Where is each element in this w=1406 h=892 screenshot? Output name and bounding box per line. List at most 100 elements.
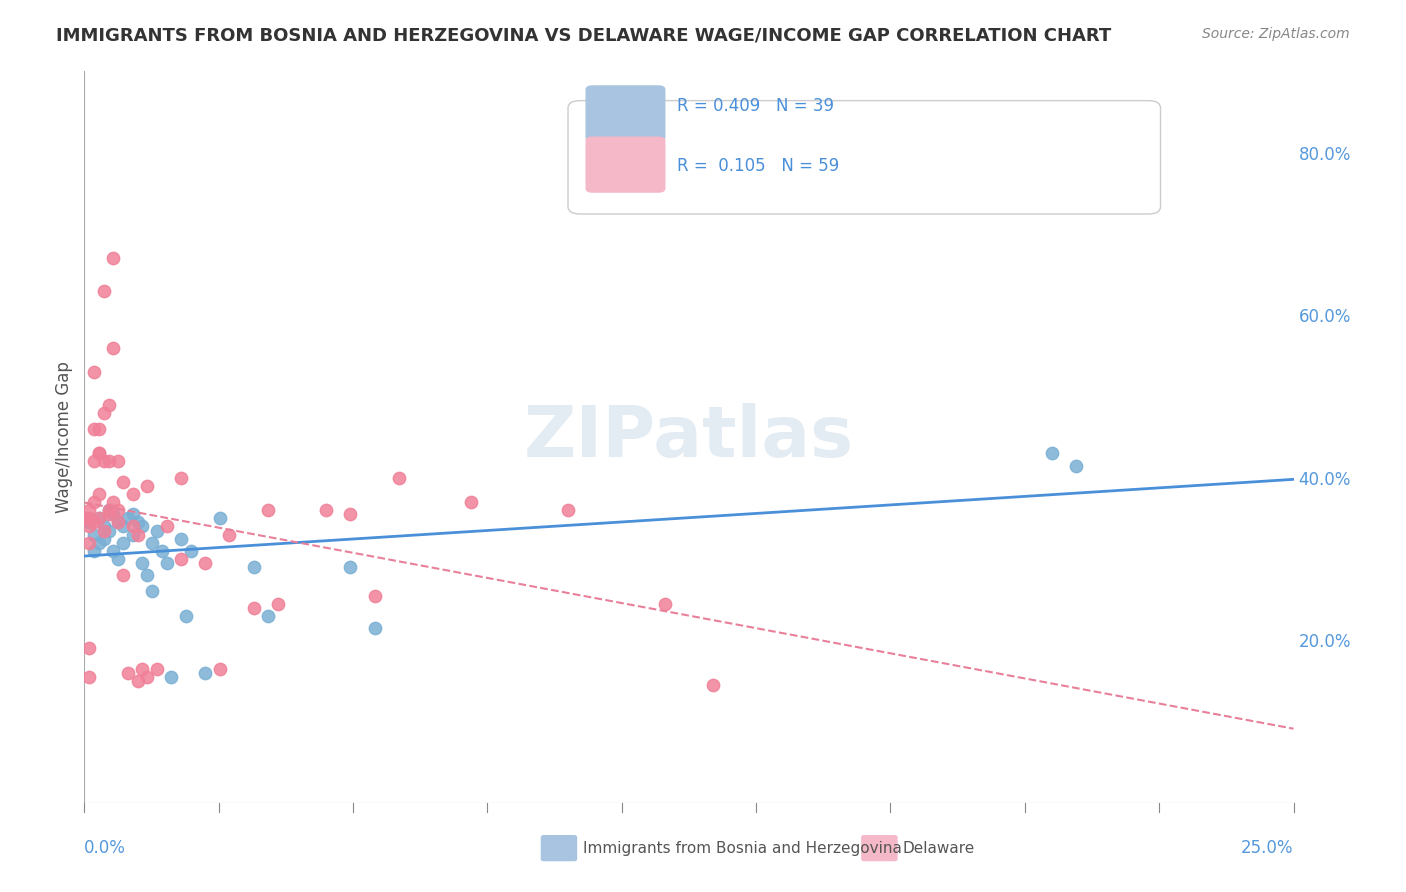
FancyBboxPatch shape: [541, 836, 576, 861]
Point: [180, 544, 202, 558]
Point: [170, 532, 193, 546]
Point: [83, 422, 105, 436]
Point: [257, 503, 280, 517]
FancyBboxPatch shape: [568, 101, 1160, 214]
Point: [121, 508, 143, 522]
Point: [83, 495, 105, 509]
Point: [83, 516, 105, 530]
Point: [146, 524, 169, 538]
Text: Delaware: Delaware: [903, 840, 976, 855]
Point: [242, 560, 264, 574]
Point: [702, 678, 724, 692]
Point: [339, 560, 361, 574]
Point: [141, 535, 163, 549]
Point: [112, 568, 135, 582]
Point: [77, 535, 100, 549]
Point: [121, 527, 143, 541]
Point: [83, 527, 105, 541]
Point: [194, 665, 217, 680]
Point: [77, 503, 100, 517]
Point: [93, 524, 115, 538]
Point: [363, 621, 385, 635]
Point: [87, 511, 110, 525]
Point: [1064, 458, 1087, 473]
Point: [242, 600, 264, 615]
Point: [1040, 446, 1063, 460]
Point: [93, 519, 115, 533]
Point: [97, 508, 120, 522]
Point: [93, 532, 115, 546]
Point: [141, 584, 163, 599]
Point: [97, 454, 120, 468]
FancyBboxPatch shape: [586, 86, 665, 141]
Point: [83, 365, 105, 379]
Point: [87, 446, 110, 460]
Point: [97, 524, 120, 538]
Point: [127, 527, 149, 541]
Point: [77, 519, 100, 533]
Point: [557, 503, 579, 517]
Text: R = 0.409   N = 39: R = 0.409 N = 39: [676, 96, 834, 115]
Point: [93, 284, 115, 298]
Point: [97, 503, 120, 517]
Point: [117, 511, 139, 525]
Point: [87, 535, 110, 549]
Y-axis label: Wage/Income Gap: Wage/Income Gap: [55, 361, 73, 513]
Point: [136, 568, 159, 582]
Point: [103, 544, 125, 558]
Point: [267, 597, 290, 611]
Point: [339, 508, 361, 522]
Point: [218, 527, 240, 541]
Point: [315, 503, 337, 517]
Point: [160, 670, 183, 684]
Point: [77, 641, 100, 656]
Point: [97, 503, 120, 517]
Point: [103, 508, 125, 522]
Point: [112, 519, 135, 533]
Text: R =  0.105   N = 59: R = 0.105 N = 59: [676, 158, 839, 176]
Point: [112, 535, 135, 549]
Point: [117, 665, 139, 680]
Point: [77, 516, 100, 530]
Point: [174, 608, 197, 623]
Point: [388, 471, 411, 485]
Point: [83, 454, 105, 468]
Text: 0.0%: 0.0%: [84, 839, 127, 857]
Point: [121, 519, 143, 533]
Point: [107, 454, 129, 468]
Point: [127, 673, 149, 688]
Text: Immigrants from Bosnia and Herzegovina: Immigrants from Bosnia and Herzegovina: [582, 840, 901, 855]
Text: 25.0%: 25.0%: [1241, 839, 1294, 857]
Point: [107, 552, 129, 566]
Text: Source: ZipAtlas.com: Source: ZipAtlas.com: [1202, 27, 1350, 41]
Point: [103, 252, 125, 266]
Text: IMMIGRANTS FROM BOSNIA AND HERZEGOVINA VS DELAWARE WAGE/INCOME GAP CORRELATION C: IMMIGRANTS FROM BOSNIA AND HERZEGOVINA V…: [56, 27, 1112, 45]
Point: [257, 608, 280, 623]
Point: [170, 552, 193, 566]
Point: [194, 556, 217, 570]
Point: [363, 589, 385, 603]
Point: [87, 511, 110, 525]
Point: [77, 511, 100, 525]
Point: [136, 670, 159, 684]
Point: [107, 503, 129, 517]
Point: [155, 519, 177, 533]
Point: [112, 475, 135, 489]
Point: [208, 511, 231, 525]
Text: ZIPatlas: ZIPatlas: [524, 402, 853, 472]
Point: [654, 597, 676, 611]
Point: [103, 495, 125, 509]
Point: [155, 556, 177, 570]
Point: [150, 544, 173, 558]
FancyBboxPatch shape: [862, 836, 897, 861]
Point: [97, 398, 120, 412]
Point: [93, 454, 115, 468]
Point: [87, 446, 110, 460]
Point: [131, 556, 153, 570]
Point: [73, 511, 96, 525]
Point: [77, 670, 100, 684]
Point: [93, 406, 115, 420]
Point: [83, 544, 105, 558]
Point: [121, 487, 143, 501]
Point: [170, 471, 193, 485]
